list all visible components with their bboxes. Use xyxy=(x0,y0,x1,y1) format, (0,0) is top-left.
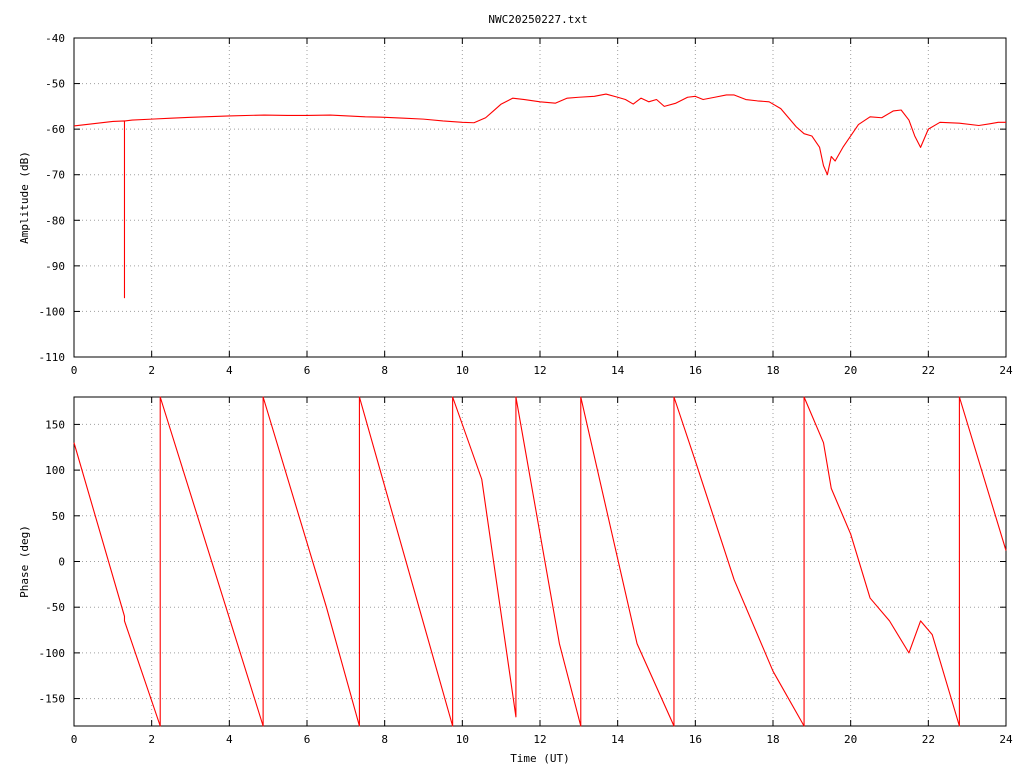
amplitude-y-axis-label: Amplitude (dB) xyxy=(18,151,31,244)
amplitude-y-tick-label: -50 xyxy=(45,78,65,91)
phase-x-axis-label: Time (UT) xyxy=(510,752,570,765)
amplitude-y-tick-label: -110 xyxy=(39,351,66,364)
chart-title: NWC20250227.txt xyxy=(488,13,587,26)
amplitude-y-tick-label: -80 xyxy=(45,214,65,227)
amplitude-series-line xyxy=(73,93,1006,299)
amplitude-x-tick-label: 24 xyxy=(999,364,1013,377)
amplitude-x-tick-label: 18 xyxy=(766,364,779,377)
phase-x-tick-label: 24 xyxy=(999,733,1013,746)
amplitude-x-tick-label: 4 xyxy=(226,364,233,377)
phase-y-tick-label: 100 xyxy=(45,464,65,477)
phase-y-tick-label: -100 xyxy=(39,647,66,660)
amplitude-y-tick-label: -70 xyxy=(45,169,65,182)
phase-x-tick-label: 14 xyxy=(611,733,625,746)
amplitude-x-tick-label: 16 xyxy=(689,364,702,377)
amplitude-x-tick-label: 12 xyxy=(533,364,546,377)
amplitude-y-tick-label: -100 xyxy=(39,305,66,318)
phase-y-tick-label: -50 xyxy=(45,601,65,614)
amplitude-x-tick-label: 22 xyxy=(922,364,935,377)
amplitude-x-tick-label: 0 xyxy=(71,364,78,377)
phase-y-axis-label: Phase (deg) xyxy=(18,525,31,598)
phase-x-tick-label: 12 xyxy=(533,733,546,746)
phase-x-tick-label: 4 xyxy=(226,733,233,746)
amplitude-x-tick-label: 10 xyxy=(456,364,469,377)
amplitude-x-tick-label: 14 xyxy=(611,364,625,377)
phase-x-tick-label: 22 xyxy=(922,733,935,746)
phase-y-tick-label: 150 xyxy=(45,418,65,431)
phase-x-tick-label: 0 xyxy=(71,733,78,746)
phase-x-tick-label: 20 xyxy=(844,733,857,746)
phase-y-tick-label: 50 xyxy=(52,510,65,523)
amplitude-panel: 0 2 4 6 8 10 12 14 16 18 20 22 24-110-100-90-80-70-6… xyxy=(18,32,1013,377)
phase-x-tick-label: 10 xyxy=(456,733,469,746)
amplitude-x-tick-label: 6 xyxy=(304,364,311,377)
phase-y-tick-label: -150 xyxy=(39,693,66,706)
phase-x-tick-label: 16 xyxy=(689,733,702,746)
amplitude-x-tick-label: 8 xyxy=(381,364,388,377)
phase-x-tick-label: 2 xyxy=(148,733,155,746)
amplitude-y-tick-label: -40 xyxy=(45,32,65,45)
amplitude-y-tick-label: -60 xyxy=(45,123,65,136)
phase-y-tick-label: 0 xyxy=(58,556,65,569)
phase-series-line xyxy=(73,396,1007,727)
amplitude-x-tick-label: 20 xyxy=(844,364,857,377)
phase-panel: 0 2 4 6 8 10 12 14 16 18 20 22 24-150-100-5005010015… xyxy=(18,396,1013,765)
phase-x-tick-label: 8 xyxy=(381,733,388,746)
amplitude-y-tick-label: -90 xyxy=(45,260,65,273)
phase-x-tick-label: 6 xyxy=(304,733,311,746)
amplitude-x-tick-label: 2 xyxy=(148,364,155,377)
phase-x-tick-label: 18 xyxy=(766,733,779,746)
